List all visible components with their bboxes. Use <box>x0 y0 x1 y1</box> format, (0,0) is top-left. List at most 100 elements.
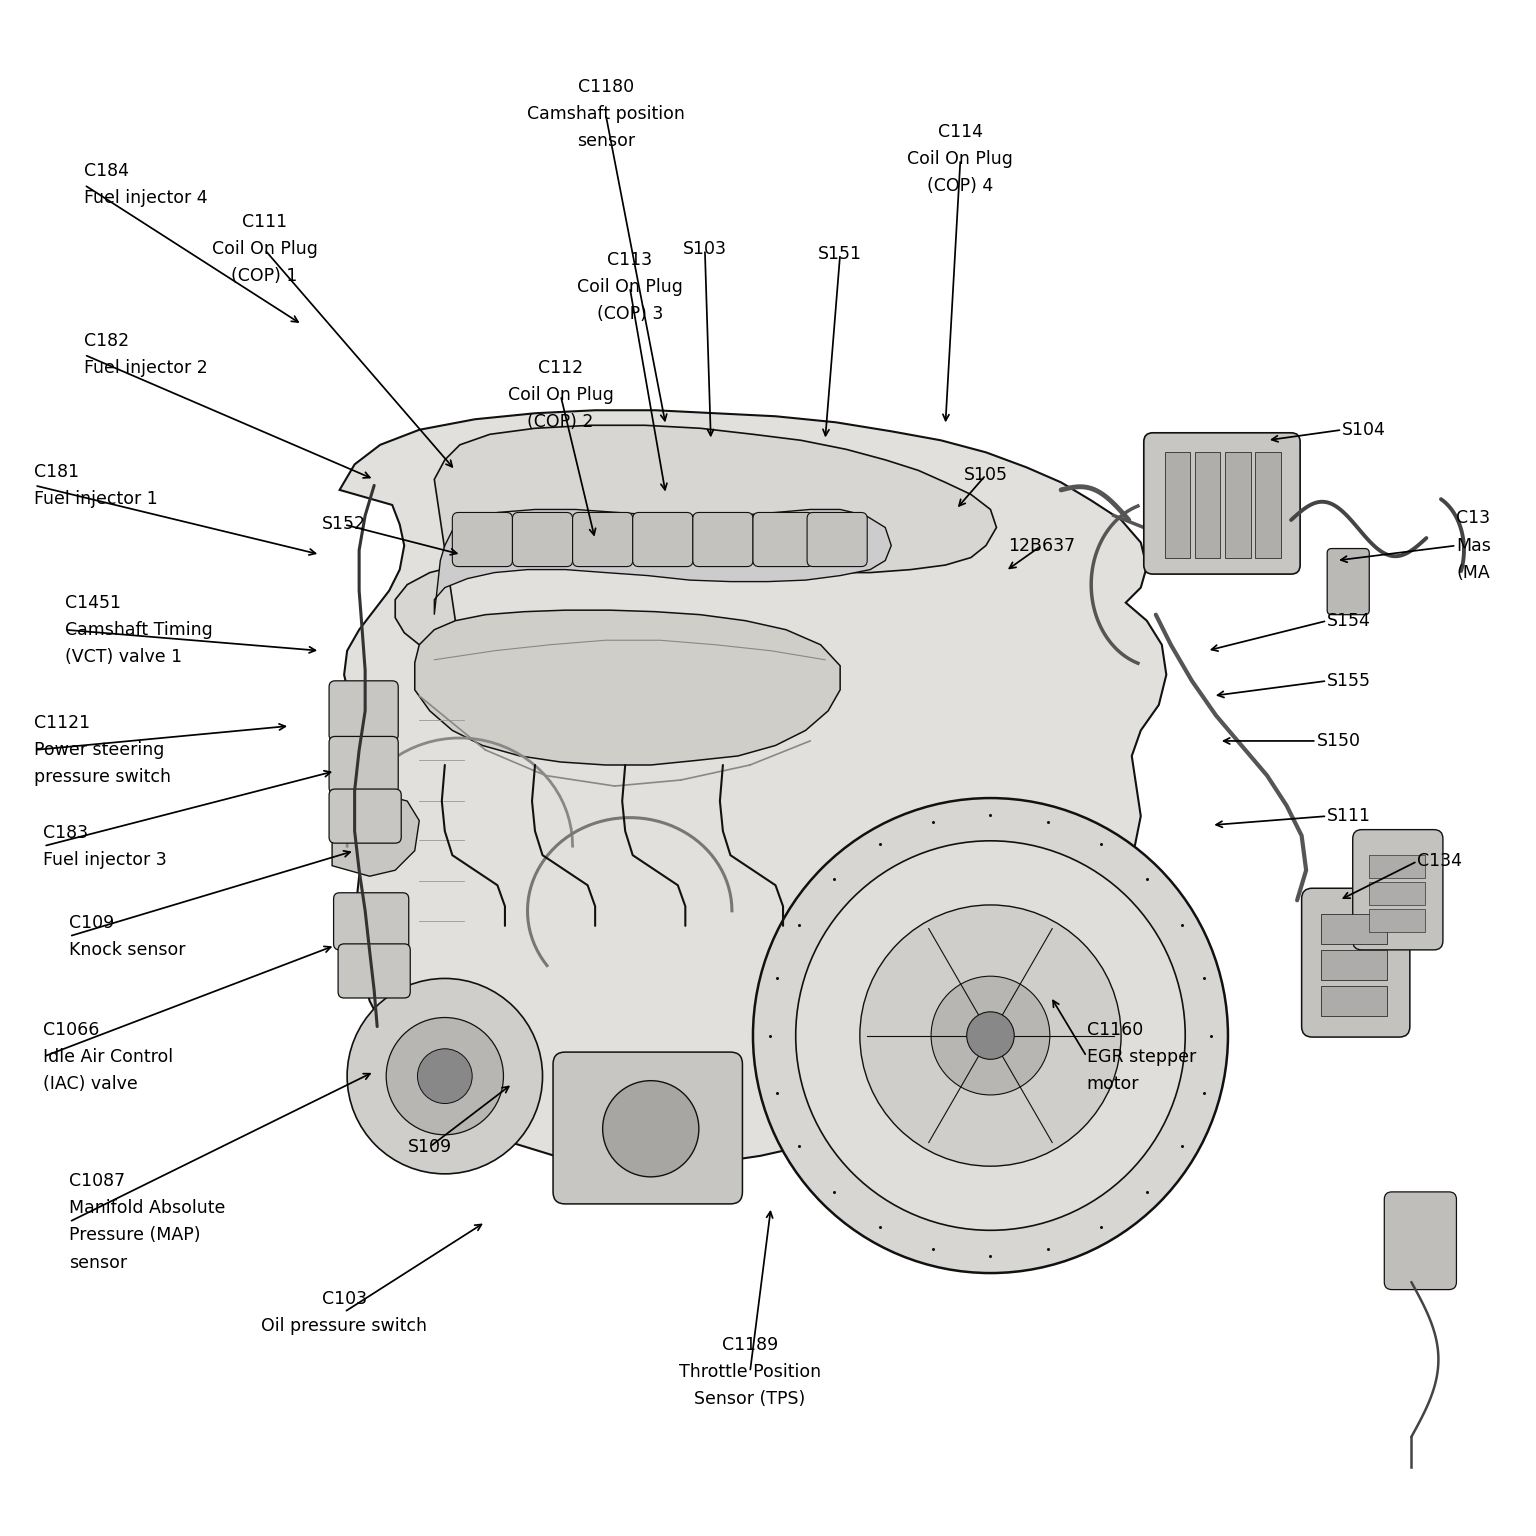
FancyBboxPatch shape <box>1301 888 1410 1037</box>
Polygon shape <box>339 410 1166 1164</box>
FancyBboxPatch shape <box>1369 909 1425 932</box>
FancyBboxPatch shape <box>329 736 398 794</box>
Text: sensor: sensor <box>576 132 634 151</box>
FancyBboxPatch shape <box>806 513 868 567</box>
Text: C103: C103 <box>321 1290 367 1307</box>
Circle shape <box>347 978 542 1174</box>
Text: C1066: C1066 <box>43 1020 100 1038</box>
FancyBboxPatch shape <box>1226 452 1250 558</box>
Text: Pressure (MAP): Pressure (MAP) <box>69 1226 201 1244</box>
Text: (COP) 3: (COP) 3 <box>596 306 664 323</box>
FancyBboxPatch shape <box>553 1052 742 1204</box>
Text: C1087: C1087 <box>69 1172 124 1190</box>
Circle shape <box>931 977 1049 1095</box>
Text: S151: S151 <box>819 244 862 263</box>
FancyBboxPatch shape <box>333 892 409 949</box>
Text: S150: S150 <box>1316 733 1361 750</box>
FancyBboxPatch shape <box>513 513 573 567</box>
Text: Power steering: Power steering <box>34 740 164 759</box>
Text: Camshaft Timing: Camshaft Timing <box>65 621 212 639</box>
Polygon shape <box>332 796 419 876</box>
Text: Throttle Position: Throttle Position <box>679 1364 822 1381</box>
FancyBboxPatch shape <box>1353 829 1442 949</box>
Text: Sensor (TPS): Sensor (TPS) <box>694 1390 805 1409</box>
Text: Fuel injector 4: Fuel injector 4 <box>84 189 207 207</box>
Text: Fuel injector 3: Fuel injector 3 <box>43 851 167 869</box>
Text: C1160: C1160 <box>1086 1020 1143 1038</box>
Text: C181: C181 <box>34 462 80 481</box>
Text: C1451: C1451 <box>65 593 120 611</box>
Polygon shape <box>395 425 997 651</box>
Text: S103: S103 <box>684 241 727 258</box>
Text: S155: S155 <box>1327 671 1372 690</box>
Text: (MA: (MA <box>1456 564 1490 582</box>
FancyBboxPatch shape <box>338 943 410 998</box>
Text: Knock sensor: Knock sensor <box>69 942 186 958</box>
FancyBboxPatch shape <box>693 513 753 567</box>
Polygon shape <box>415 610 840 765</box>
Text: Idle Air Control: Idle Air Control <box>43 1048 174 1066</box>
FancyBboxPatch shape <box>633 513 693 567</box>
Text: S109: S109 <box>407 1138 452 1155</box>
Text: Coil On Plug: Coil On Plug <box>212 241 318 258</box>
Circle shape <box>860 905 1121 1166</box>
Text: C1189: C1189 <box>722 1336 779 1355</box>
Text: S111: S111 <box>1327 806 1372 825</box>
Text: 12B637: 12B637 <box>1008 536 1075 554</box>
Text: C112: C112 <box>538 359 584 378</box>
FancyBboxPatch shape <box>1144 433 1299 574</box>
Polygon shape <box>435 510 891 614</box>
Text: sensor: sensor <box>69 1253 127 1272</box>
FancyBboxPatch shape <box>573 513 633 567</box>
Text: Fuel injector 2: Fuel injector 2 <box>84 359 207 378</box>
Text: S105: S105 <box>965 465 1008 484</box>
FancyBboxPatch shape <box>1369 856 1425 877</box>
Text: Mas: Mas <box>1456 536 1491 554</box>
Text: S104: S104 <box>1342 421 1385 439</box>
Text: Coil On Plug: Coil On Plug <box>578 278 682 296</box>
Text: Fuel injector 1: Fuel injector 1 <box>34 490 158 508</box>
Text: Camshaft position: Camshaft position <box>527 104 685 123</box>
Text: C182: C182 <box>84 332 129 350</box>
Text: C109: C109 <box>69 914 114 932</box>
FancyBboxPatch shape <box>329 790 401 843</box>
Text: (VCT) valve 1: (VCT) valve 1 <box>65 648 181 665</box>
Text: C13: C13 <box>1456 510 1490 527</box>
Text: (IAC) valve: (IAC) valve <box>43 1075 138 1092</box>
Circle shape <box>796 840 1186 1230</box>
Text: C113: C113 <box>607 250 653 269</box>
FancyBboxPatch shape <box>1164 452 1190 558</box>
Text: Oil pressure switch: Oil pressure switch <box>261 1316 427 1335</box>
Text: C184: C184 <box>84 163 129 180</box>
Circle shape <box>753 799 1227 1273</box>
FancyBboxPatch shape <box>1255 452 1281 558</box>
Circle shape <box>966 1012 1014 1060</box>
FancyBboxPatch shape <box>1327 548 1369 614</box>
Text: S152: S152 <box>323 516 366 533</box>
Text: C1121: C1121 <box>34 714 91 733</box>
Text: (COP) 4: (COP) 4 <box>928 177 994 195</box>
FancyBboxPatch shape <box>452 513 513 567</box>
Text: Coil On Plug: Coil On Plug <box>908 151 1014 169</box>
Text: EGR stepper: EGR stepper <box>1086 1048 1197 1066</box>
FancyBboxPatch shape <box>1321 949 1387 980</box>
FancyBboxPatch shape <box>1369 882 1425 905</box>
Text: Manifold Absolute: Manifold Absolute <box>69 1200 226 1218</box>
Text: C114: C114 <box>938 123 983 141</box>
Text: C1180: C1180 <box>578 78 634 97</box>
Text: motor: motor <box>1086 1075 1140 1092</box>
FancyBboxPatch shape <box>753 513 813 567</box>
Circle shape <box>386 1017 504 1135</box>
Text: C111: C111 <box>241 214 287 232</box>
Circle shape <box>602 1081 699 1177</box>
Text: (COP) 1: (COP) 1 <box>232 267 298 286</box>
Text: Coil On Plug: Coil On Plug <box>507 386 613 404</box>
Text: C134: C134 <box>1418 852 1462 871</box>
Text: pressure switch: pressure switch <box>34 768 172 786</box>
Text: (COP) 2: (COP) 2 <box>527 413 594 432</box>
FancyBboxPatch shape <box>329 680 398 740</box>
FancyBboxPatch shape <box>1384 1192 1456 1290</box>
Text: C183: C183 <box>43 823 89 842</box>
FancyBboxPatch shape <box>1321 986 1387 1015</box>
Text: S154: S154 <box>1327 611 1372 630</box>
